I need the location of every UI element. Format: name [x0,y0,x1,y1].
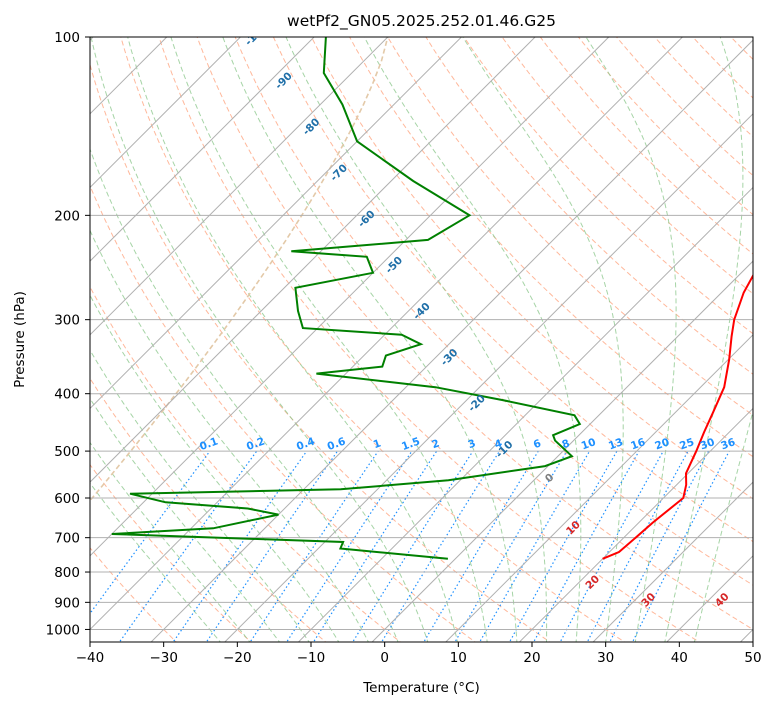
mixing-ratio-label: 6 [532,437,543,451]
y-tick-label: 300 [54,313,80,329]
mixing-ratio-label: 36 [719,436,737,452]
y-tick-label: 600 [54,491,80,507]
mixing-ratio-line [285,450,413,642]
mixing-ratio-line [312,450,438,642]
dry-adiabat [90,184,476,642]
mixing-ratio-label: 0.1 [198,435,220,453]
moist-adiabat [90,397,281,642]
isotherm-line [445,334,753,642]
mixing-ratio-label: 2 [430,437,441,451]
isotherm-line [90,37,536,483]
x-tick-label: 10 [450,650,467,666]
isotherm-line [90,37,610,557]
dry-adiabat [463,37,753,335]
isotherm-line [297,186,753,642]
x-tick-label: −10 [297,650,326,666]
x-tick-label: −20 [223,650,252,666]
dry-adiabat [349,37,753,458]
moist-adiabat [90,482,221,642]
mixing-ratio-line [380,450,501,642]
mixing-ratio-line [586,450,689,642]
dry-adiabat [310,37,753,500]
chart-title: wetPf2_GN05.2025.252.01.46.G25 [287,12,556,31]
mixing-ratio-label: 0.2 [245,435,267,453]
mixing-ratio-label: 3 [466,437,477,451]
x-tick-label: 50 [744,650,761,666]
reference-curve [90,37,389,502]
mixing-ratio-label: 25 [678,436,696,452]
x-tick-label: 30 [597,650,614,666]
moist-adiabat [90,441,251,642]
dry-adiabat [756,24,775,645]
mixing-ratio-label: 4 [493,437,504,451]
isotherm-line [518,407,753,642]
mixing-ratio-line [205,450,338,642]
profiles [111,37,753,560]
y-tick-label: 400 [54,387,80,403]
mixing-ratio-line [609,450,710,642]
isotherm-line [592,481,753,642]
dry-adiabat [272,37,753,543]
y-tick-label: 1000 [46,622,80,638]
mixing-ratio-label: 20 [653,436,671,452]
plot-frame [89,36,754,643]
mixing-ratio-label: 8 [560,437,571,451]
mixing-ratio-line [249,450,379,642]
mixing-ratio-label: 13 [607,436,625,452]
x-tick-label: 0 [380,650,389,666]
dry-adiabat [234,37,753,586]
temperature-profile [602,273,753,560]
isotherm-line [150,39,753,642]
mixing-ratio-line [118,450,258,642]
isotherm-line [90,37,242,189]
mixing-ratio-line [454,450,568,642]
y-axis-label: Pressure (hPa) [12,291,28,388]
x-tick-label: 40 [671,650,688,666]
axis-ticks: −40 −30 −20 −10 0 10 20 30 40 5010020030040050060… [46,30,762,666]
grid-lines [90,37,753,642]
mixing-ratio-label: 1 [372,437,383,451]
x-tick-label: −40 [76,650,105,666]
mixing-ratio-label: 0.6 [326,435,348,453]
mixing-ratio-label: 0.4 [295,435,317,453]
mixing-ratio-label: 16 [629,436,647,452]
isotherm-line [371,260,753,642]
mixing-ratio-label: 10 [580,436,598,452]
mixing-ratio-line [559,450,664,642]
y-tick-label: 100 [54,30,80,46]
dry-adiabat [158,37,701,642]
mixing-ratio-line [90,450,211,615]
inner-labels: 0.1 0.2 0.4 0.6 1 1.5 2 3 4 6 8 10 13 16 20 25 30 36-100-… [198,21,737,610]
y-tick-label: 700 [54,531,80,547]
dry-adiabat [425,37,753,375]
isotherm-line [90,37,389,336]
mixing-ratio-label: 1.5 [400,435,422,453]
y-tick-label: 900 [54,595,80,611]
mixing-ratio-label: 30 [699,436,717,452]
isotherm-line [90,37,463,410]
x-tick-label: −30 [149,650,178,666]
x-tick-label: 20 [523,650,540,666]
dewpoint-profile [111,37,582,560]
x-axis-label: Temperature (°C) [362,680,480,696]
y-tick-label: 800 [54,565,80,581]
mixing-ratio-line [172,450,308,642]
isotherm-line [90,37,315,262]
isotherm-label: -100 [243,21,270,48]
y-tick-label: 200 [54,208,80,224]
y-tick-label: 500 [54,444,80,460]
